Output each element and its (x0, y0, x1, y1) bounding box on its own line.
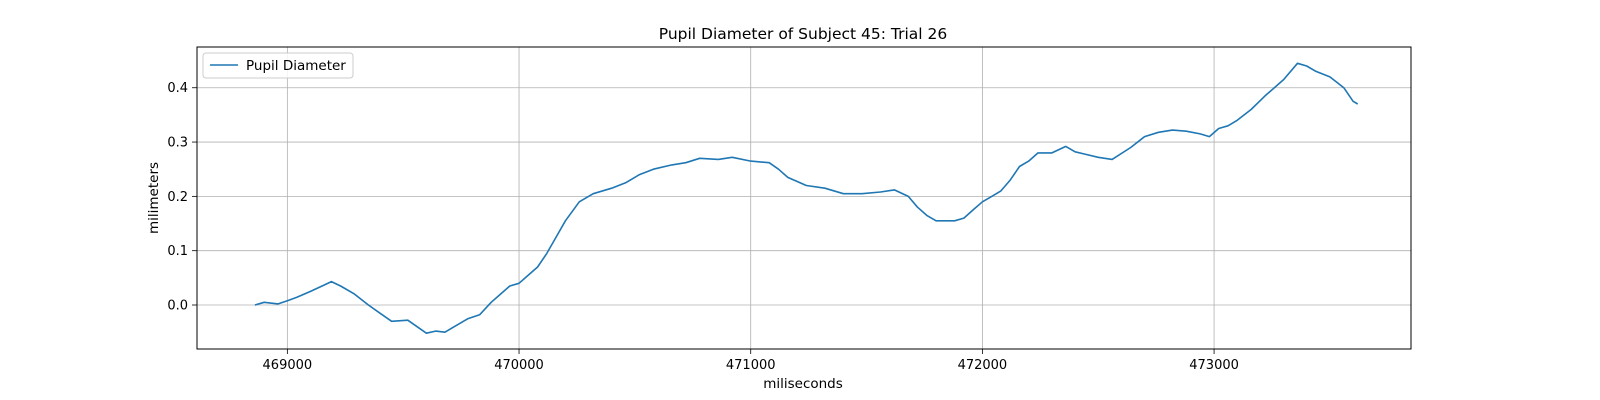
legend-label: Pupil Diameter (246, 58, 346, 74)
y-tick-label: 0.3 (167, 136, 188, 151)
series-layer (254, 62, 1359, 335)
x-tick-label: 470000 (494, 358, 544, 373)
x-tick-label: 473000 (1189, 358, 1239, 373)
chart-title: Pupil Diameter of Subject 45: Trial 26 (659, 25, 948, 43)
plot-frame (196, 46, 1412, 350)
x-tick-label: 469000 (263, 358, 313, 373)
grid (197, 47, 1411, 349)
x-tick-label: 471000 (726, 358, 776, 373)
y-axis: 0.0 0.1 0.2 0.3 0.4 (167, 81, 197, 314)
x-axis-label: miliseconds (763, 376, 843, 392)
x-axis: 469000 470000 471000 472000 473000 (263, 349, 1239, 373)
legend-box (202, 52, 354, 79)
series-line-pupil-diameter (254, 62, 1359, 335)
y-tick-label: 0.1 (167, 244, 188, 259)
x-tick-label: 472000 (958, 358, 1008, 373)
y-tick-label: 0.0 (167, 299, 188, 314)
legend: Pupil Diameter (202, 52, 354, 79)
y-tick-label: 0.4 (167, 81, 188, 96)
y-tick-label: 0.2 (167, 190, 188, 205)
y-axis-label: milimeters (146, 162, 162, 234)
